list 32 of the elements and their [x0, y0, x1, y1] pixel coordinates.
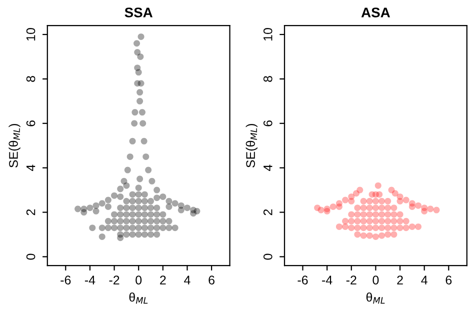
x-tick-label: 6	[446, 276, 452, 285]
x-tick-label: -6	[60, 276, 71, 285]
x-tick-label: 2	[397, 276, 403, 284]
y-axis-title: SE(θ$_{ML}$)	[246, 124, 258, 168]
y-tick-label: 4	[26, 164, 36, 172]
x-tick-label: -2	[346, 276, 356, 284]
x-axis-title: θ$_{ML}$	[366, 292, 385, 304]
y-tick-label: 6	[26, 120, 36, 126]
y-tick-label: 4	[264, 164, 272, 172]
y-tick-label: 10	[263, 28, 272, 40]
x-tick-label: 6	[208, 276, 214, 285]
x-tick-label: 2	[160, 276, 166, 284]
x-tick-label: 0	[372, 276, 379, 285]
chart-title: ASA	[361, 8, 390, 18]
y-axis-title: SE(θ$_{ML}$)	[8, 124, 20, 168]
x-axis-title: θ$_{ML}$	[129, 292, 148, 304]
x-tick-label: 4	[184, 276, 190, 284]
y-tick-label: 8	[263, 76, 272, 82]
x-tick-label: 4	[421, 276, 428, 284]
y-tick-label: 0	[263, 254, 272, 260]
y-tick-label: 6	[263, 120, 272, 126]
x-tick-label: -4	[322, 276, 332, 284]
x-tick-label: 0	[136, 276, 142, 285]
chart-title: SSA	[124, 8, 153, 18]
x-tick-label: -6	[298, 276, 308, 285]
y-tick-label: 2	[26, 209, 36, 216]
y-tick-label: 2	[263, 209, 272, 216]
y-tick-label: 8	[26, 76, 36, 82]
y-tick-label: 10	[26, 28, 36, 40]
y-tick-label: 0	[26, 254, 36, 260]
x-tick-label: -2	[109, 276, 120, 284]
x-tick-label: -4	[84, 276, 96, 284]
